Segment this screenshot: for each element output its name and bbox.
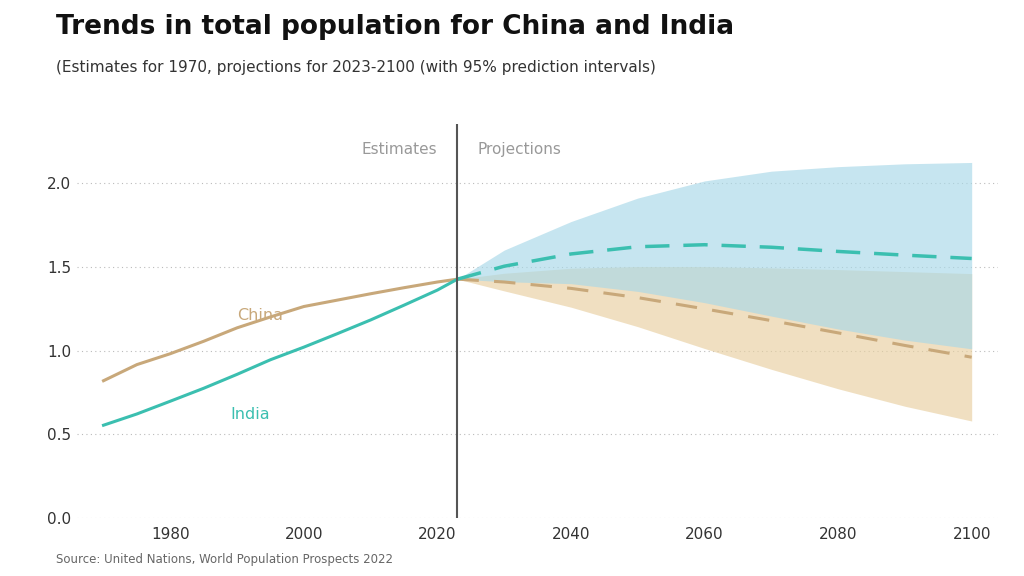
Text: Projections: Projections bbox=[477, 142, 561, 157]
Text: India: India bbox=[230, 407, 270, 422]
Text: Source: United Nations, World Population Prospects 2022: Source: United Nations, World Population… bbox=[56, 552, 393, 566]
Text: China: China bbox=[238, 308, 283, 323]
Text: (Estimates for 1970, projections for 2023-2100 (with 95% prediction intervals): (Estimates for 1970, projections for 202… bbox=[56, 60, 656, 75]
Text: Trends in total population for China and India: Trends in total population for China and… bbox=[56, 14, 734, 40]
Text: Estimates: Estimates bbox=[361, 142, 437, 157]
